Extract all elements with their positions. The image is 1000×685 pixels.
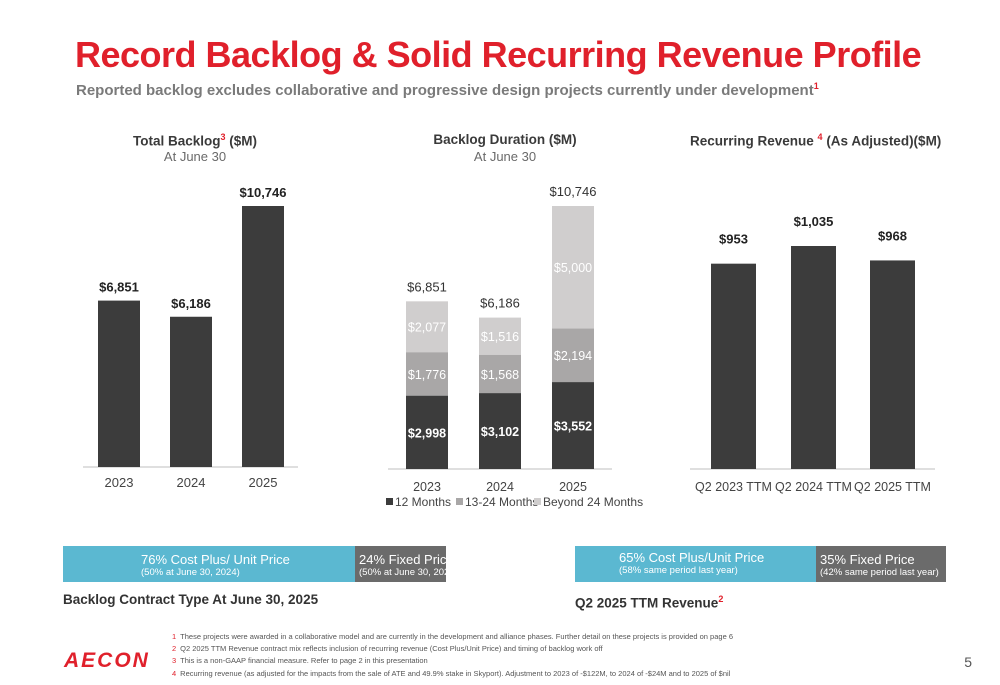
chart2-legend-swatch-2 [456, 498, 463, 505]
chart1-value-label-2023: $6,851 [99, 280, 139, 295]
chart2-bar-2025-seg-3 [552, 206, 594, 329]
chart2-tick-label-2023: 2023 [413, 480, 441, 494]
chart2-tick-label-2024: 2024 [486, 480, 514, 494]
revenue-contract-caption: Q2 2025 TTM Revenue2 [575, 594, 723, 611]
revenue-cost-plus-segment: 65% Cost Plus/Unit Price (58% same perio… [575, 546, 816, 582]
chart2-bar-2024-seg-1 [479, 393, 521, 469]
chart3-tick-label-1: Q2 2023 TTM [695, 480, 772, 494]
chart3-title: Recurring Revenue 4 (As Adjusted)($M) [690, 132, 942, 149]
chart3-value-label-2: $1,035 [794, 214, 834, 229]
chart1-title: Total Backlog3 ($M) [110, 132, 280, 149]
revenue-cost-plus-label: 65% Cost Plus/Unit Price [619, 550, 765, 565]
revenue-caption-ref: 2 [718, 594, 724, 604]
footnote-1-number: 1 [172, 632, 177, 641]
chart3-title-main: Recurring Revenue [690, 133, 818, 149]
chart1-tick-label-2023: 2023 [105, 475, 134, 490]
revenue-caption-text: Q2 2025 TTM Revenue [575, 595, 719, 611]
chart3-value-label-3: $968 [878, 228, 907, 243]
chart2-bar-2025-seg-2 [552, 328, 594, 383]
chart1-bar-2023 [98, 300, 140, 467]
page-title: Record Backlog & Solid Recurring Revenue… [75, 34, 922, 75]
footnote-4-text: Recurring revenue (as adjusted for the i… [180, 668, 731, 678]
chart1-title-ref: 3 [220, 132, 226, 142]
backlog-cost-plus-label: 76% Cost Plus/ Unit Price [141, 552, 290, 567]
backlog-cost-plus-sub: (50% at June 30, 2024) [141, 567, 240, 578]
chart2-seg-label-2023-3: $2,077 [408, 321, 446, 335]
chart2-seg-label-2025-2: $2,194 [554, 349, 592, 363]
page-number: 5 [964, 654, 972, 670]
chart1-value-label-2024: $6,186 [171, 296, 211, 311]
chart2-bar-2023-seg-2 [406, 352, 448, 396]
chart2-seg-label-2023-1: $2,998 [408, 426, 446, 440]
revenue-fixed-segment: 35% Fixed Price (42% same period last ye… [816, 546, 946, 582]
backlog-fixed-label: 24% Fixed Price [359, 552, 454, 567]
chart2-legend-label-1: 12 Months [395, 495, 451, 509]
chart2-bar-2024-seg-3 [479, 317, 521, 355]
chart3-tick-label-2: Q2 2024 TTM [775, 480, 852, 494]
chart2-total-label-2024: $6,186 [480, 296, 520, 311]
chart3-value-label-1: $953 [719, 232, 748, 247]
chart1-title-main: Total Backlog [132, 133, 221, 149]
chart2-legend-label-2: 13-24 Months [465, 495, 538, 509]
chart2-bar-2023-seg-3 [406, 301, 448, 353]
footnote-2: 2 Q2 2025 TTM Revenue contract mix reflec… [172, 643, 733, 655]
backlog-cost-plus-segment: 76% Cost Plus/ Unit Price (50% at June 3… [63, 546, 355, 582]
chart3-title-ref: 4 [817, 132, 823, 142]
footnote-4-number: 4 [172, 668, 177, 678]
footnotes: 1 These projects were awarded in a collab… [172, 631, 733, 680]
chart1-value-label-2025: $10,746 [240, 185, 287, 200]
page-subtitle: Reported backlog excludes collaborative … [76, 81, 819, 99]
footnote-3: 3 This is a non-GAAP financial measure. R… [172, 655, 733, 667]
chart2-seg-label-2025-1: $3,552 [554, 420, 592, 434]
chart2-legend-swatch-1 [386, 498, 393, 505]
footnote-2-text: Q2 2025 TTM Revenue contract mix reflect… [180, 644, 603, 654]
chart3-bar-3 [870, 260, 915, 469]
chart1-bar-2025 [242, 206, 284, 467]
chart2-total-label-2025: $10,746 [550, 184, 597, 199]
chart2-seg-label-2023-2: $1,776 [408, 368, 446, 382]
footnote-1-text: These projects were awarded in a collabo… [180, 632, 733, 641]
chart2-legend-label-3: Beyond 24 Months [543, 495, 643, 509]
chart3-tick-label-3: Q2 2025 TTM [854, 480, 931, 494]
chart1-subtitle: At June 30 [163, 149, 227, 164]
revenue-cost-plus-sub: (58% same period last year) [619, 565, 738, 576]
chart2-bar-2025-seg-1 [552, 382, 594, 469]
footnote-3-text: This is a non-GAAP financial measure. Re… [180, 656, 428, 666]
chart1-tick-label-2024: 2024 [177, 475, 206, 490]
chart2-subtitle: At June 30 [473, 149, 537, 164]
chart2-seg-label-2024-2: $1,568 [481, 368, 519, 382]
chart2-seg-label-2024-3: $1,516 [481, 330, 519, 344]
revenue-fixed-sub: (42% same period last year) [820, 567, 939, 578]
subtitle-text: Reported backlog excludes collaborative … [76, 82, 814, 99]
footnote-4: 4 Recurring revenue (as adjusted for the … [172, 668, 733, 680]
subtitle-footnote-ref: 1 [813, 81, 819, 91]
chart1-title-end: ($M) [225, 133, 258, 149]
chart2-tick-label-2025: 2025 [559, 480, 587, 494]
backlog-fixed-sub: (50% at June 30, 2024) [359, 567, 458, 578]
aecon-logo: AECON [64, 649, 150, 672]
chart3-title-end: (As Adjusted)($M) [822, 133, 942, 149]
revenue-fixed-label: 35% Fixed Price [820, 552, 915, 567]
chart2-bar-2023-seg-1 [406, 395, 448, 469]
chart2-title: Backlog Duration ($M) [433, 132, 577, 147]
chart1-bar-2024 [170, 316, 212, 467]
footnote-3-number: 3 [172, 656, 177, 666]
chart3-bar-1 [711, 263, 756, 469]
revenue-contract-mix-bar: 65% Cost Plus/Unit Price (58% same perio… [575, 546, 946, 582]
footnote-2-number: 2 [172, 644, 177, 654]
backlog-fixed-segment: 24% Fixed Price (50% at June 30, 2024) [355, 546, 458, 582]
chart2-total-label-2023: $6,851 [407, 279, 447, 294]
chart2-legend-swatch-3 [534, 498, 541, 505]
chart2-seg-label-2025-3: $5,000 [554, 261, 592, 275]
backlog-contract-caption: Backlog Contract Type At June 30, 2025 [63, 592, 319, 607]
chart1-tick-label-2025: 2025 [249, 475, 278, 490]
chart2-seg-label-2024-1: $3,102 [481, 425, 519, 439]
chart2-bar-2024-seg-2 [479, 354, 521, 394]
chart3-bar-2 [791, 246, 836, 469]
backlog-contract-mix-bar: 76% Cost Plus/ Unit Price (50% at June 3… [63, 546, 458, 582]
footnote-1: 1 These projects were awarded in a collab… [172, 631, 733, 643]
